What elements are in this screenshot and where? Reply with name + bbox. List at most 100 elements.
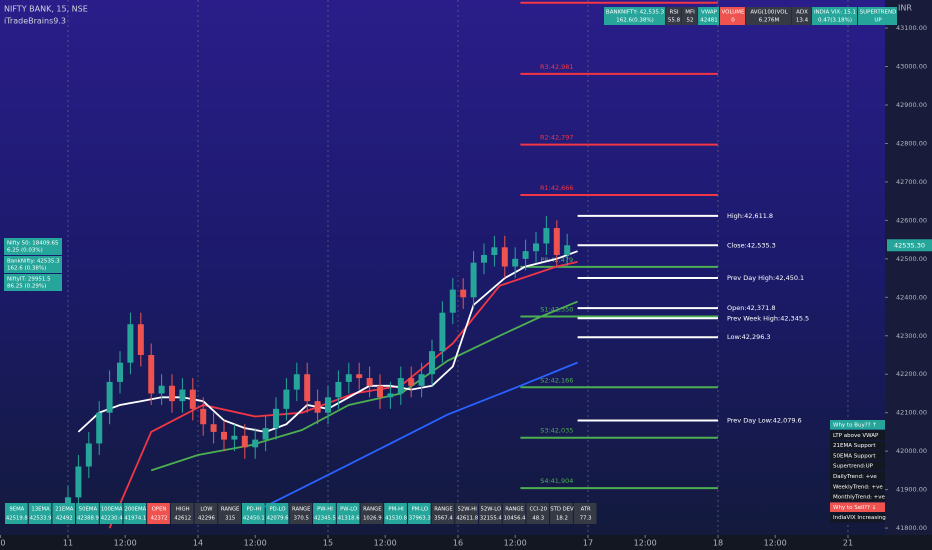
candle-body (491, 247, 498, 255)
level-label: Low:42,296.3 (727, 333, 771, 341)
y-tick-label: 42000.00 (896, 447, 927, 455)
header-label: ADX (796, 10, 808, 16)
level-label: High:42,611.8 (727, 212, 773, 220)
pivot-label: R3:42,981 (540, 63, 574, 71)
x-tick-label: 15 (323, 539, 333, 548)
candle-body (366, 378, 373, 386)
y-tick-label: 43100.00 (896, 24, 927, 32)
bottom-label: STD DEV (550, 507, 574, 513)
candle-body (480, 255, 487, 263)
candle-body (252, 439, 259, 448)
candle-body (210, 424, 217, 432)
bottom-value: 42230.4 (101, 516, 124, 522)
x-tick-label: 18 (713, 539, 723, 548)
bottom-cell (502, 503, 526, 524)
bottom-label: RANGE (221, 507, 240, 513)
bottom-label: 21EMA (55, 507, 74, 513)
bottom-value: 315 (225, 516, 235, 522)
header-label: BANKNIFTY: 42,535.3 (606, 10, 665, 16)
candle-body (512, 258, 519, 267)
bottom-cell (242, 503, 265, 524)
candle-body (356, 374, 363, 379)
candle-body (428, 351, 435, 375)
level-label: Prev Day High:42,450.1 (727, 274, 804, 282)
bottom-label: RANGE (434, 507, 453, 513)
candle-body (189, 389, 196, 409)
x-tick-label: 12:00 (634, 539, 657, 548)
candle-body (325, 397, 332, 413)
bottom-cell (336, 503, 360, 524)
candle-body (397, 378, 404, 394)
header-cell (792, 7, 811, 25)
header-label: RSI (670, 10, 679, 16)
left-label: NiftyIT: 29951.5 (7, 277, 51, 283)
bottom-label: PD-HI (246, 507, 261, 513)
bottom-label: 9EMA (9, 507, 24, 513)
candle-body (148, 355, 155, 394)
time-axis-bg (0, 535, 932, 550)
y-tick-label: 43000.00 (896, 63, 927, 71)
y-tick-label: 42800.00 (896, 139, 927, 147)
candle-body (449, 289, 456, 313)
header-label: MFI (685, 10, 695, 16)
y-tick-label: 42600.00 (896, 216, 927, 224)
y-tick-label: 42300.00 (896, 332, 927, 340)
bottom-label: 50EMA (79, 507, 98, 513)
bottom-value: 42388.9 (77, 516, 99, 522)
header-value: 6.276M (759, 18, 780, 24)
candle-body (262, 428, 269, 440)
x-tick-label: 12:00 (504, 539, 527, 548)
signal-cell (830, 492, 885, 502)
bottom-cell (431, 503, 455, 524)
pivot-label: S3:42,035 (540, 427, 573, 435)
bottom-cell (99, 503, 123, 524)
candle-body (345, 374, 352, 382)
bottom-cell (265, 503, 289, 524)
x-tick-label: 12:00 (374, 539, 397, 548)
bottom-cell (360, 503, 384, 524)
candle-body (179, 389, 186, 402)
header-value: 13.4 (796, 18, 809, 24)
pivot-label: S4:41,904 (540, 477, 573, 485)
x-tick-label: 14 (193, 539, 203, 548)
candle-body (200, 408, 207, 425)
bottom-label: PW-HI (317, 507, 333, 513)
y-tick-label: 42200.00 (896, 370, 927, 378)
bottom-cell (479, 503, 502, 524)
level-label: Open:42,371.8 (727, 304, 776, 312)
currency: INR (898, 4, 912, 13)
y-tick-label: 42700.00 (896, 178, 927, 186)
left-cell (4, 274, 62, 291)
header-value: 55.8 (668, 18, 681, 24)
bottom-value: 41974.1 (124, 516, 146, 522)
bottom-cell (313, 503, 336, 524)
signal-text: WeeklyTrend: +ve (833, 484, 883, 490)
price-tag-label: 42535.30 (894, 241, 925, 249)
signal-text: LTP above VWAP (833, 433, 879, 439)
signal-cell (830, 461, 885, 471)
header-label: VWAP (701, 10, 718, 16)
header-cell (812, 7, 857, 25)
candle-body (376, 385, 383, 398)
bottom-value: 42492 (56, 516, 73, 522)
bottom-label: 52W-HI (458, 507, 478, 513)
left-label: Nifty 50: 18409.65 (7, 241, 59, 247)
left-cell (4, 238, 62, 255)
bottom-value: 41530.8 (385, 516, 408, 522)
candle-body (273, 408, 280, 429)
header-label: VOLUME (721, 10, 745, 16)
candle-body (501, 247, 508, 267)
candle-body (460, 289, 467, 298)
bottom-label: PD-LO (269, 507, 285, 513)
signal-cell (830, 450, 885, 461)
header-cell (682, 7, 697, 25)
bottom-label: 100EMA (101, 507, 123, 513)
bottom-value: 42372 (151, 516, 168, 522)
signal-text: MonthlyTrend: +ve (833, 495, 886, 501)
signal-cell (830, 502, 885, 512)
bottom-value: 42296 (198, 516, 215, 522)
x-tick-label: 00 (0, 539, 6, 548)
level-label: Prev Day Low:42,079.6 (727, 417, 802, 425)
y-tick-label: 41800.00 (896, 524, 927, 532)
candle-body (439, 312, 446, 352)
